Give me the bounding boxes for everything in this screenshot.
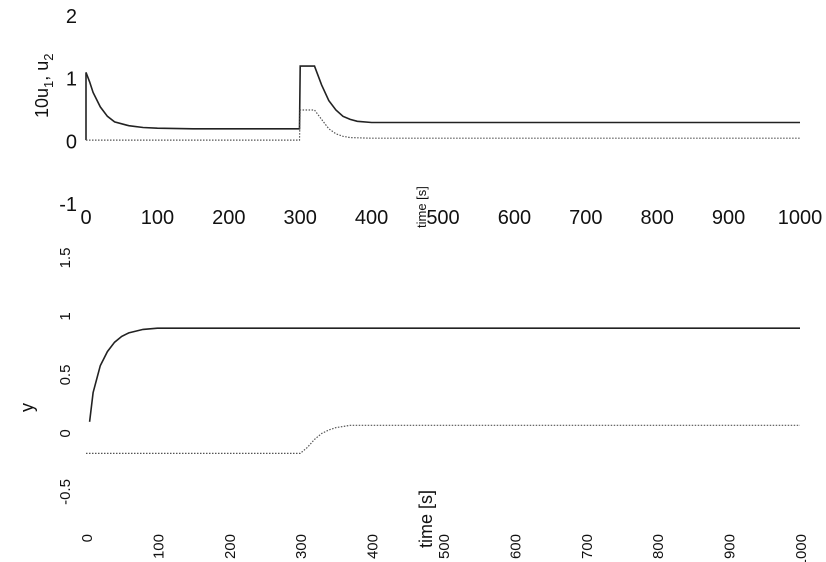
y-tick-label: 0 xyxy=(66,131,77,153)
x-tick-label: 700 xyxy=(579,534,596,559)
x-tick-label: 200 xyxy=(222,534,239,559)
y-tick-label: -0.5 xyxy=(57,479,74,505)
series-line-2 xyxy=(86,424,800,454)
x-tick-label: 0 xyxy=(79,534,96,542)
y-tick-label: 1.5 xyxy=(57,248,74,269)
top-xticks: 0 100 200 300 400 500 600 700 800 900 1000 xyxy=(80,207,822,229)
x-tick-label: 900 xyxy=(712,207,745,229)
y-tick-label: 1 xyxy=(57,312,74,320)
x-tick-label: 600 xyxy=(507,534,524,559)
bottom-series xyxy=(86,327,800,454)
x-tick-label: 100 xyxy=(150,534,167,559)
top-xlabel: time [s] xyxy=(414,186,429,228)
x-tick-label: 700 xyxy=(569,207,602,229)
y-tick-label: 0.5 xyxy=(57,365,74,386)
bottom-chart: y time [s] -0.5 0 0.5 1 1.5 0 100 200 300 400 500… xyxy=(17,248,810,562)
x-tick-label: 600 xyxy=(498,207,531,229)
series-line-2 xyxy=(86,109,800,141)
bottom-yticks: -0.5 0 0.5 1 1.5 xyxy=(57,248,74,505)
series-line-1 xyxy=(88,327,800,422)
x-tick-label: 0 xyxy=(80,207,91,229)
x-tick-label: 300 xyxy=(284,207,317,229)
x-tick-label: 200 xyxy=(212,207,245,229)
series-line-1 xyxy=(85,65,800,130)
x-tick-label: 400 xyxy=(365,534,382,559)
top-ylabel: 10u1, u2 xyxy=(32,53,56,118)
y-tick-label: 1 xyxy=(66,69,77,91)
x-tick-label: 500 xyxy=(426,207,459,229)
x-tick-label: 800 xyxy=(650,534,667,559)
x-tick-label: 800 xyxy=(641,207,674,229)
bottom-xlabel: time [s] xyxy=(416,490,436,548)
top-yticks: -1 0 1 2 xyxy=(59,6,77,216)
x-tick-label: 1000 xyxy=(778,207,823,229)
y-tick-label: 0 xyxy=(57,429,74,437)
y-tick-label: 2 xyxy=(66,6,77,28)
x-tick-label: 300 xyxy=(293,534,310,559)
x-tick-label: 1000 xyxy=(793,534,810,562)
x-tick-label: 500 xyxy=(436,534,453,559)
x-tick-label: 400 xyxy=(355,207,388,229)
y-tick-label: -1 xyxy=(59,194,77,216)
top-series xyxy=(85,65,800,141)
bottom-ylabel: y xyxy=(17,403,37,412)
x-tick-label: 100 xyxy=(141,207,174,229)
bottom-xticks: 0 100 200 300 400 500 600 700 800 900 1000 xyxy=(79,534,810,562)
x-tick-label: 900 xyxy=(722,534,739,559)
